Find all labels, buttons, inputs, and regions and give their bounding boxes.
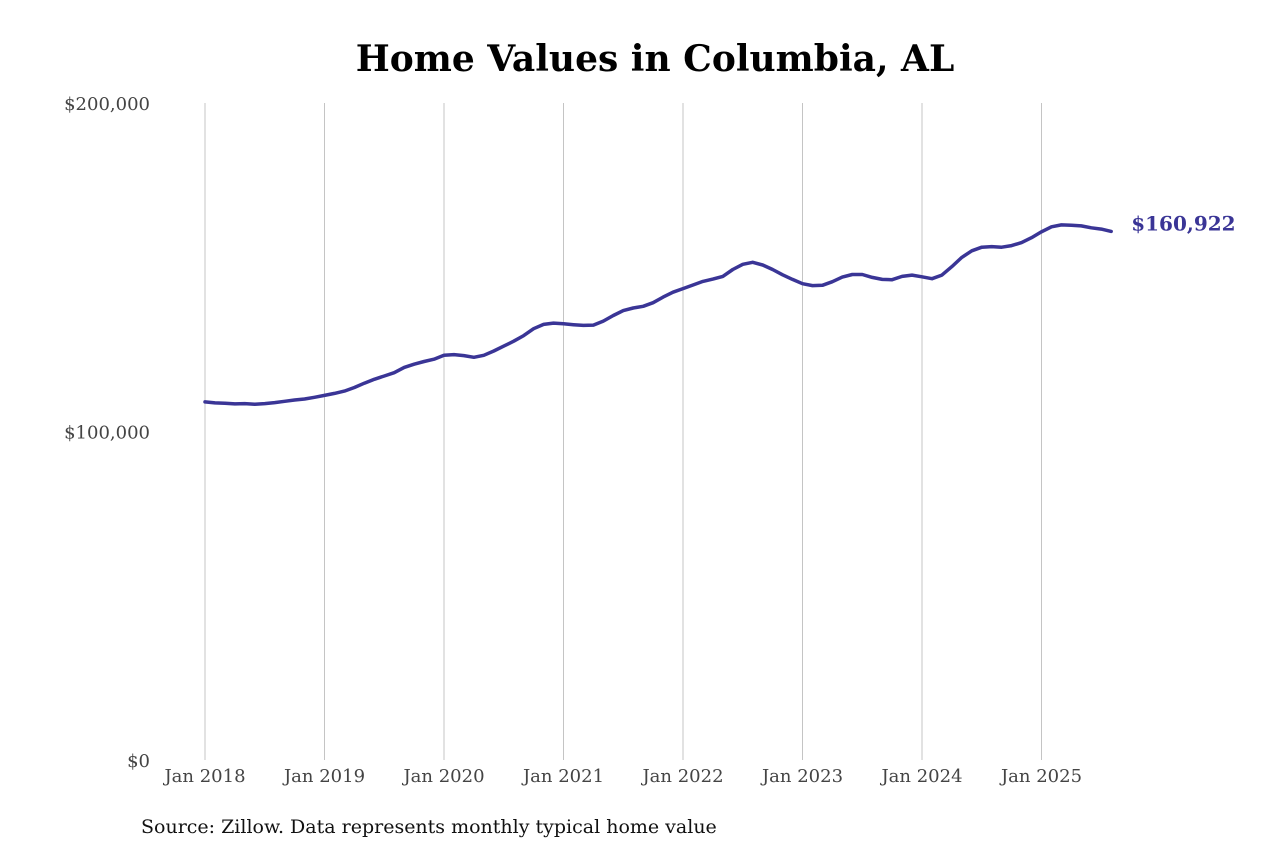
y-axis-tick-labels: $0 $100,000 $200,000	[64, 94, 150, 772]
x-tick-label: Jan 2025	[999, 766, 1082, 787]
x-tick-label: Jan 2023	[760, 766, 843, 787]
x-tick-label: Jan 2022	[640, 766, 723, 787]
gridlines	[204, 103, 1042, 760]
y-tick-label: $100,000	[64, 423, 150, 444]
x-axis-tick-labels: Jan 2018 Jan 2019 Jan 2020 Jan 2021 Jan 2022…	[162, 766, 1082, 787]
chart-title: Home Values in Columbia, AL	[355, 38, 955, 80]
y-tick-label: $0	[127, 751, 150, 772]
source-note: Source: Zillow. Data represents monthly …	[141, 816, 717, 838]
x-tick-label: Jan 2018	[162, 766, 245, 787]
y-tick-label: $200,000	[64, 94, 150, 115]
x-tick-label: Jan 2019	[282, 766, 365, 787]
end-value-label: $160,922	[1131, 211, 1235, 235]
series-layer: $160,922	[203, 211, 1236, 406]
x-tick-label: Jan 2021	[521, 766, 604, 787]
series-line	[203, 223, 1113, 406]
x-tick-label: Jan 2020	[401, 766, 484, 787]
x-tick-label: Jan 2024	[879, 766, 962, 787]
